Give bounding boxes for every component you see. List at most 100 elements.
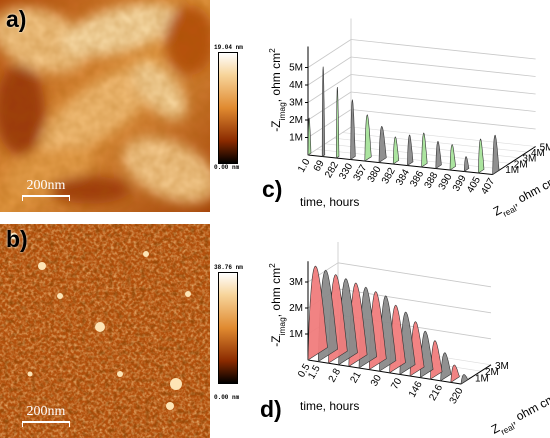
x-axis <box>307 154 493 175</box>
impedance-ribbon <box>378 125 387 164</box>
impedance-ribbon <box>421 132 428 168</box>
y-axis-title: -Zimag, ohm cm2 <box>267 48 287 132</box>
x-tick-label: 1.0 <box>296 157 313 175</box>
gridline <box>350 56 536 77</box>
y-tick-label: 1M <box>289 329 303 340</box>
y-tick-label: 2M <box>289 303 303 314</box>
impedance-ribbon <box>440 352 452 382</box>
series <box>307 265 469 385</box>
gridline <box>350 74 536 95</box>
x-tick-label: 30 <box>369 373 384 389</box>
z-axis-title: Zreal, ohm cm2 <box>490 169 550 220</box>
impedance-ribbon <box>364 114 372 162</box>
z-tick-label: 4M <box>531 148 545 159</box>
panel-label-b: b) <box>6 226 28 252</box>
panel-label-c: c) <box>262 176 283 202</box>
impedance-ribbon <box>492 134 500 176</box>
colorbar-min-b: 0.00 nm <box>214 394 240 401</box>
x-tick-label: 2.8 <box>327 366 344 384</box>
colorbar-a <box>218 52 238 164</box>
gridline <box>307 74 352 103</box>
x-tick-label: 216 <box>427 382 445 402</box>
x-tick-label: 21 <box>349 370 364 386</box>
gridline <box>307 39 352 68</box>
y-tick-label: 4M <box>289 80 303 91</box>
impedance-ribbon <box>449 144 456 171</box>
gridline <box>350 39 536 60</box>
impedance-ribbon <box>321 66 326 158</box>
x-tick-label: 69 <box>312 158 327 174</box>
y-tick-label: 1M <box>289 133 303 144</box>
panel-label-a: a) <box>6 6 27 32</box>
z-tick-label: 5M <box>540 143 550 154</box>
panel-label-d: d) <box>260 396 282 422</box>
x-tick-label: 146 <box>407 379 425 399</box>
y-ticks: 1M 2M 3M <box>289 277 308 340</box>
scale-bar-label: 200nm <box>26 404 66 419</box>
afm-image-a: 200nm <box>0 0 210 212</box>
colorbar-max-a: 19.04 nm <box>214 44 243 51</box>
impedance-ribbon <box>430 340 443 380</box>
impedance-ribbon <box>478 138 485 174</box>
y-tick-label: 2M <box>289 115 303 126</box>
gridline <box>307 91 352 121</box>
gridline <box>350 109 536 130</box>
x-tick-label: 320 <box>448 386 466 406</box>
z-axis-title: Zreal, ohm cm2 <box>488 387 550 438</box>
x-axis-title: time, hours <box>300 399 359 413</box>
scale-bar-a: 200nm <box>22 178 70 202</box>
scale-bar-line <box>22 195 70 197</box>
y-tick-label: 3M <box>289 277 303 288</box>
z-tick-label: 1M <box>475 374 489 385</box>
impedance-ribbon <box>450 364 460 383</box>
afm-topography-a <box>0 0 210 212</box>
colorbar-max-b: 38.76 nm <box>214 264 243 271</box>
y-tick-label: 3M <box>289 98 303 109</box>
impedance-ribbon <box>350 99 356 161</box>
impedance-ribbon <box>407 134 414 167</box>
afm-image-b: 200nm <box>0 224 210 438</box>
z-tick-label: 3M <box>495 361 509 372</box>
z-tick-label: 1M <box>505 165 519 176</box>
scale-bar-label: 200nm <box>26 178 66 193</box>
gridline <box>350 126 536 147</box>
impedance-ribbon <box>392 136 400 165</box>
scale-bar-ticks <box>22 197 70 201</box>
floor-edge <box>307 126 352 156</box>
y-axis-title: -Zimag, ohm cm2 <box>267 263 287 347</box>
gridline <box>307 109 352 138</box>
gridline <box>307 56 352 86</box>
gridline <box>350 91 536 112</box>
impedance-ribbon <box>463 156 470 173</box>
x-tick-label: 70 <box>389 376 404 392</box>
impedance-ribbon <box>460 374 469 385</box>
x-tick-label: 407 <box>479 176 497 196</box>
colorbar-b <box>218 272 238 384</box>
z-tick-label: 2M <box>514 159 528 170</box>
colorbar-min-a: 0.00 nm <box>214 164 240 171</box>
scale-bar-line <box>22 421 70 423</box>
scale-bar-b: 200nm <box>22 404 70 428</box>
x-ticks: 0.51.5 2.8 21 30 70 146 216 320 <box>296 362 466 406</box>
y-ticks: 1M 2M 3M 4M 5M <box>289 63 308 144</box>
impedance-ribbon <box>336 87 340 159</box>
z-tick-label: 2M <box>485 367 499 378</box>
impedance-ribbon <box>435 140 442 170</box>
impedance-ribbon <box>307 265 328 361</box>
y-tick-label: 5M <box>289 63 303 74</box>
afm-topography-b <box>0 224 210 438</box>
x-axis-title: time, hours <box>300 195 359 209</box>
z-tick-label: 3M <box>522 154 536 165</box>
gridline <box>337 262 492 288</box>
z-axis <box>492 146 536 175</box>
series <box>307 66 500 176</box>
scale-bar-ticks <box>22 423 70 427</box>
x-axis <box>307 359 462 385</box>
impedance-ribbon <box>307 117 312 156</box>
